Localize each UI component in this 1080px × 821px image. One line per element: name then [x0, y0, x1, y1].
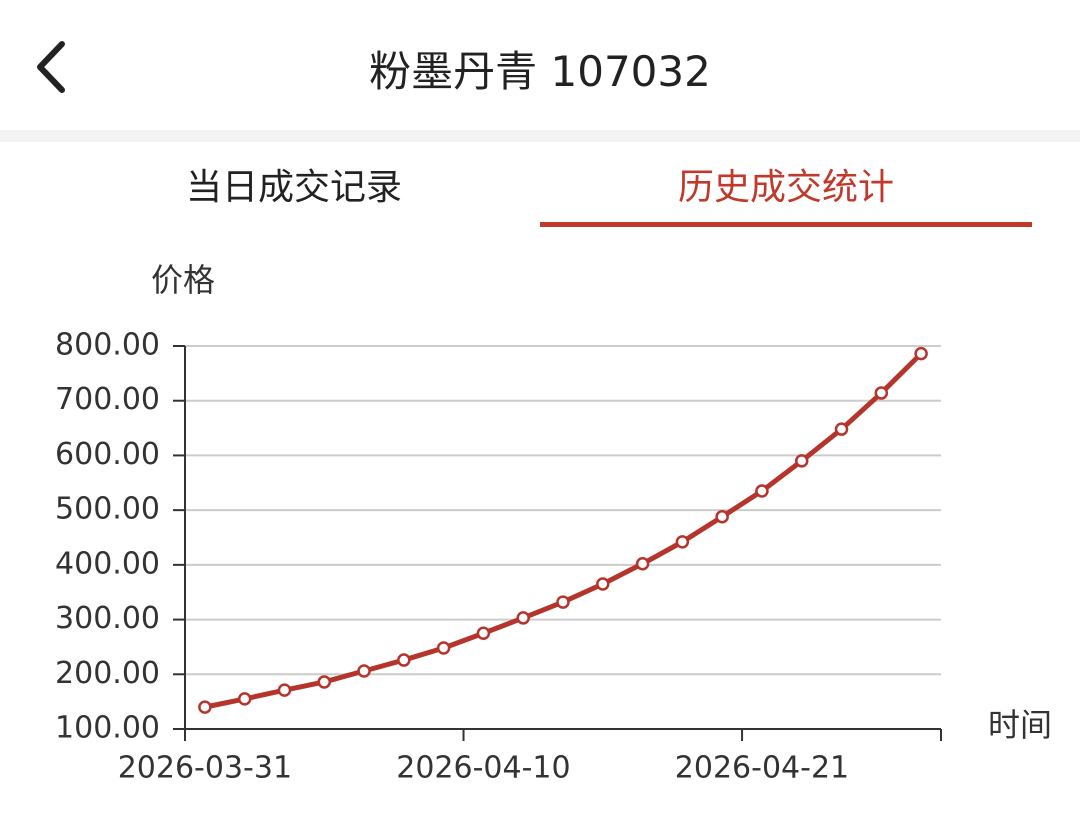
- y-tick-label: 100.00: [55, 711, 160, 746]
- point: [755, 484, 769, 498]
- y-tick-label: 400.00: [55, 546, 160, 581]
- point: [357, 664, 371, 678]
- point: [277, 683, 292, 697]
- point: [198, 700, 212, 714]
- back-button[interactable]: [20, 0, 100, 130]
- point: [874, 386, 889, 400]
- separator: [0, 130, 1080, 142]
- point: [914, 346, 928, 361]
- point: [436, 641, 451, 655]
- y-tick-label: 600.00: [55, 437, 160, 472]
- y-axis-title: 价格: [151, 261, 215, 299]
- point: [556, 595, 570, 609]
- tab-active[interactable]: 历史成交统计: [677, 167, 894, 208]
- point: [715, 509, 729, 524]
- point: [675, 535, 690, 549]
- y-tick-label: 700.00: [55, 382, 160, 417]
- tab-underline: [540, 222, 1032, 227]
- line: [204, 351, 923, 710]
- point: [596, 577, 610, 591]
- tab[interactable]: 当日成交记录: [185, 167, 402, 208]
- point: [834, 422, 849, 436]
- point: [516, 611, 530, 625]
- y-tick-label: 300.00: [55, 601, 160, 636]
- point: [317, 675, 332, 689]
- point: [794, 454, 809, 468]
- x-tick-label: 2026-04-21: [675, 751, 849, 786]
- page-title: 粉墨丹青 107032: [369, 47, 711, 96]
- point: [476, 626, 491, 640]
- back-arrow[interactable]: [37, 41, 65, 93]
- x-axis-title: 时间: [988, 706, 1052, 744]
- y-tick-label: 500.00: [55, 492, 160, 527]
- point: [635, 557, 650, 571]
- point: [397, 653, 411, 667]
- y-tick-label: 200.00: [55, 656, 160, 691]
- x-tick-label: 2026-04-10: [396, 751, 570, 786]
- header: 粉墨丹青 107032: [0, 0, 1080, 130]
- y-tick-label: 800.00: [55, 328, 160, 363]
- point: [237, 692, 252, 706]
- x-tick-label: 2026-03-31: [118, 751, 292, 786]
